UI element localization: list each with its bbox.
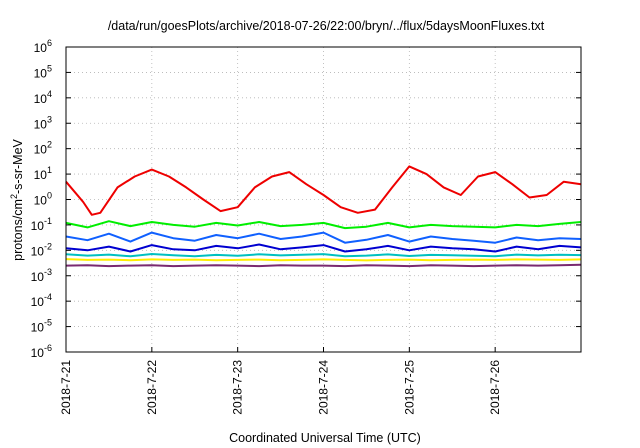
- y-tick-label: 10-6: [31, 343, 52, 360]
- y-tick-exponent: -6: [44, 343, 52, 353]
- y-tick-exponent: 4: [47, 89, 52, 99]
- y-tick-base: 10: [34, 66, 48, 80]
- y-tick-exponent: -5: [44, 318, 52, 328]
- y-tick-exponent: 5: [47, 63, 52, 73]
- x-tick-label: 2018-7-23: [231, 360, 245, 415]
- x-tick-label: 2018-7-21: [59, 360, 73, 415]
- grid-lines: [66, 47, 581, 352]
- y-tick-exponent: 1: [47, 165, 52, 175]
- y-tick-label: 100: [34, 191, 52, 208]
- y-tick-label: 101: [34, 165, 52, 182]
- y-axis-label-rest: -s-sr-MeV: [11, 138, 25, 194]
- y-tick-base: 10: [31, 244, 45, 258]
- y-tick-base: 10: [31, 270, 45, 284]
- series-line-6: [65, 165, 582, 216]
- y-tick-exponent: -1: [44, 216, 52, 226]
- y-tick-exponent: -4: [44, 292, 52, 302]
- series-line-3: [65, 243, 582, 253]
- series-layer: [65, 165, 582, 268]
- y-tick-base: 10: [34, 168, 48, 182]
- y-tick-exponent: 3: [47, 114, 52, 124]
- series-line-2: [65, 263, 582, 268]
- y-tick-base: 10: [31, 346, 45, 360]
- y-tick-base: 10: [31, 321, 45, 335]
- y-tick-base: 10: [34, 194, 48, 208]
- y-tick-base: 10: [34, 117, 48, 131]
- x-tick-label: 2018-7-24: [317, 360, 331, 415]
- y-tick-base: 10: [34, 143, 48, 157]
- y-axis-label: protons/cm2-s-sr-MeV: [9, 138, 25, 260]
- y-tick-label: 102: [34, 140, 52, 157]
- y-tick-label: 10-3: [31, 267, 52, 284]
- y-tick-base: 10: [31, 295, 45, 309]
- series-line-1: [65, 253, 582, 258]
- y-tick-label: 10-1: [31, 216, 52, 233]
- y-tick-label: 10-2: [31, 241, 52, 258]
- x-axis-label: Coordinated Universal Time (UTC): [229, 431, 421, 445]
- x-tick-label: 2018-7-25: [402, 360, 416, 415]
- y-axis-label-sup: 2: [9, 194, 19, 199]
- y-tick-exponent: 6: [47, 38, 52, 48]
- series-line-4: [65, 231, 582, 244]
- y-tick-label: 10-5: [31, 318, 52, 335]
- y-tick-exponent: -3: [44, 267, 52, 277]
- y-tick-exponent: -2: [44, 241, 52, 251]
- series-line-0: [65, 258, 582, 262]
- y-tick-label: 10-4: [31, 292, 52, 309]
- y-tick-label: 104: [34, 89, 52, 106]
- y-tick-base: 10: [34, 92, 48, 106]
- y-tick-label: 103: [34, 114, 52, 131]
- y-tick-base: 10: [31, 219, 45, 233]
- y-tick-label: 105: [34, 63, 52, 80]
- x-tick-label: 2018-7-26: [488, 360, 502, 415]
- y-tick-label: 106: [34, 38, 52, 55]
- y-axis-label-base: protons/cm: [11, 199, 25, 261]
- y-tick-base: 10: [34, 41, 48, 55]
- x-tick-label: 2018-7-22: [145, 360, 159, 415]
- x-axis: 2018-7-21 2018-7-22 2018-7-23 2018-7-24 2018…: [59, 347, 502, 415]
- y-axis: 10-610-510-410-310-210-11001011021031041…: [31, 38, 581, 360]
- y-tick-exponent: 0: [47, 191, 52, 201]
- chart-title: /data/run/goesPlots/archive/2018-07-26/2…: [108, 19, 545, 33]
- y-tick-exponent: 2: [47, 140, 52, 150]
- series-line-5: [65, 220, 582, 230]
